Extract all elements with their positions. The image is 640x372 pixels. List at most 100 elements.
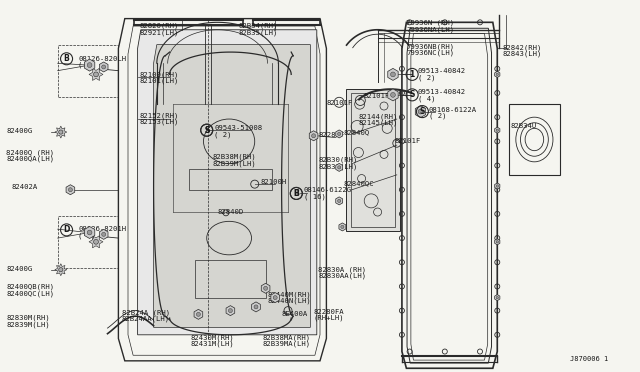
Polygon shape [336,130,342,138]
Text: ( 4): ( 4) [418,95,435,102]
Polygon shape [346,89,400,231]
Text: 82842(RH): 82842(RH) [502,44,542,51]
Circle shape [102,232,106,236]
Polygon shape [89,68,103,80]
Text: ( 4): ( 4) [78,232,95,239]
Text: 82400QA(LH): 82400QA(LH) [6,155,54,162]
Polygon shape [388,68,398,80]
Text: B: B [294,189,299,198]
Text: ( 16): ( 16) [304,193,326,200]
Circle shape [254,305,258,309]
Text: 82101F: 82101F [326,100,353,106]
Text: 82830AA(LH): 82830AA(LH) [318,273,366,279]
Polygon shape [336,163,342,171]
Polygon shape [415,106,426,118]
Text: 82400Q (RH): 82400Q (RH) [6,149,54,156]
Text: 82B39MA(LH): 82B39MA(LH) [262,340,310,347]
Circle shape [264,286,268,290]
Text: 82B39M(LH): 82B39M(LH) [212,160,256,167]
Text: 08168-6122A: 08168-6122A [429,107,477,113]
Circle shape [390,93,396,97]
Polygon shape [252,302,260,312]
Polygon shape [138,30,317,335]
Text: 82101(LH): 82101(LH) [140,77,179,84]
Circle shape [68,188,72,192]
Polygon shape [84,59,95,71]
Polygon shape [309,131,318,141]
Text: 82280F: 82280F [318,132,344,138]
Polygon shape [99,62,108,72]
Text: 09513-40842: 09513-40842 [418,68,466,74]
Text: 82440N(LH): 82440N(LH) [268,298,311,304]
Polygon shape [495,239,500,245]
Text: 82440M(RH): 82440M(RH) [268,291,311,298]
Polygon shape [55,264,67,276]
Text: 82430M(RH): 82430M(RH) [191,334,234,341]
Text: 79936N (RH): 79936N (RH) [406,20,454,26]
Circle shape [59,267,63,272]
Text: 82400QC(LH): 82400QC(LH) [6,290,54,297]
Circle shape [93,72,99,77]
Polygon shape [84,227,95,238]
Circle shape [312,134,316,138]
Polygon shape [388,89,398,101]
Text: 82840Q: 82840Q [344,129,370,135]
Text: 82400G: 82400G [6,266,33,272]
Text: 82402A: 82402A [12,184,38,190]
Text: 82400QB(RH): 82400QB(RH) [6,284,54,291]
Polygon shape [336,197,342,205]
Text: 08126-8201H: 08126-8201H [78,226,126,232]
Polygon shape [495,127,500,133]
Text: 82840QC: 82840QC [344,180,374,186]
Text: 79936NC(LH): 79936NC(LH) [406,49,454,56]
Text: ( 4): ( 4) [78,62,95,68]
Text: 82843(LH): 82843(LH) [502,51,542,57]
Text: 8E400A: 8E400A [282,311,308,317]
Text: 09513-40842: 09513-40842 [418,89,466,95]
Text: 82839M(LH): 82839M(LH) [6,321,50,328]
Polygon shape [55,126,67,138]
Circle shape [496,73,499,76]
Text: 82101F: 82101F [364,93,390,99]
Text: (RH+LH): (RH+LH) [314,315,344,321]
Text: B: B [294,189,299,198]
Circle shape [338,132,341,135]
Polygon shape [154,45,310,327]
Circle shape [496,241,499,243]
Text: ( 2): ( 2) [418,74,435,81]
Text: 82100(RH): 82100(RH) [140,71,179,78]
Circle shape [338,166,341,169]
Circle shape [341,225,344,228]
Polygon shape [339,223,346,231]
Text: 82145(LH): 82145(LH) [358,119,398,126]
Text: 09543-51008: 09543-51008 [214,125,262,131]
Text: 79936NB(RH): 79936NB(RH) [406,43,454,50]
Text: 82B35(LH): 82B35(LH) [238,29,278,36]
Text: 82921(LH): 82921(LH) [140,29,179,36]
Circle shape [418,109,423,114]
Polygon shape [226,306,235,315]
Polygon shape [261,283,270,293]
Text: 82280FA: 82280FA [314,309,344,315]
Text: 1: 1 [410,70,415,79]
Polygon shape [194,310,203,319]
Text: 82100H: 82100H [260,179,287,185]
Text: 82B30(RH): 82B30(RH) [319,157,358,163]
Text: B: B [64,54,69,63]
Polygon shape [495,295,500,301]
Polygon shape [99,230,108,239]
Text: 82153(LH): 82153(LH) [140,118,179,125]
Circle shape [496,129,499,131]
Text: J870006 1: J870006 1 [570,356,608,362]
Polygon shape [495,71,500,77]
Text: ( 2): ( 2) [429,113,446,119]
Text: 82431M(LH): 82431M(LH) [191,340,234,347]
Text: 08126-820LH: 08126-820LH [78,56,126,62]
Circle shape [496,296,499,299]
Circle shape [228,309,232,312]
Text: D: D [63,225,70,234]
Circle shape [87,230,92,235]
Circle shape [93,240,99,244]
Text: 82830A (RH): 82830A (RH) [318,266,366,273]
Text: 82840D: 82840D [218,209,244,215]
